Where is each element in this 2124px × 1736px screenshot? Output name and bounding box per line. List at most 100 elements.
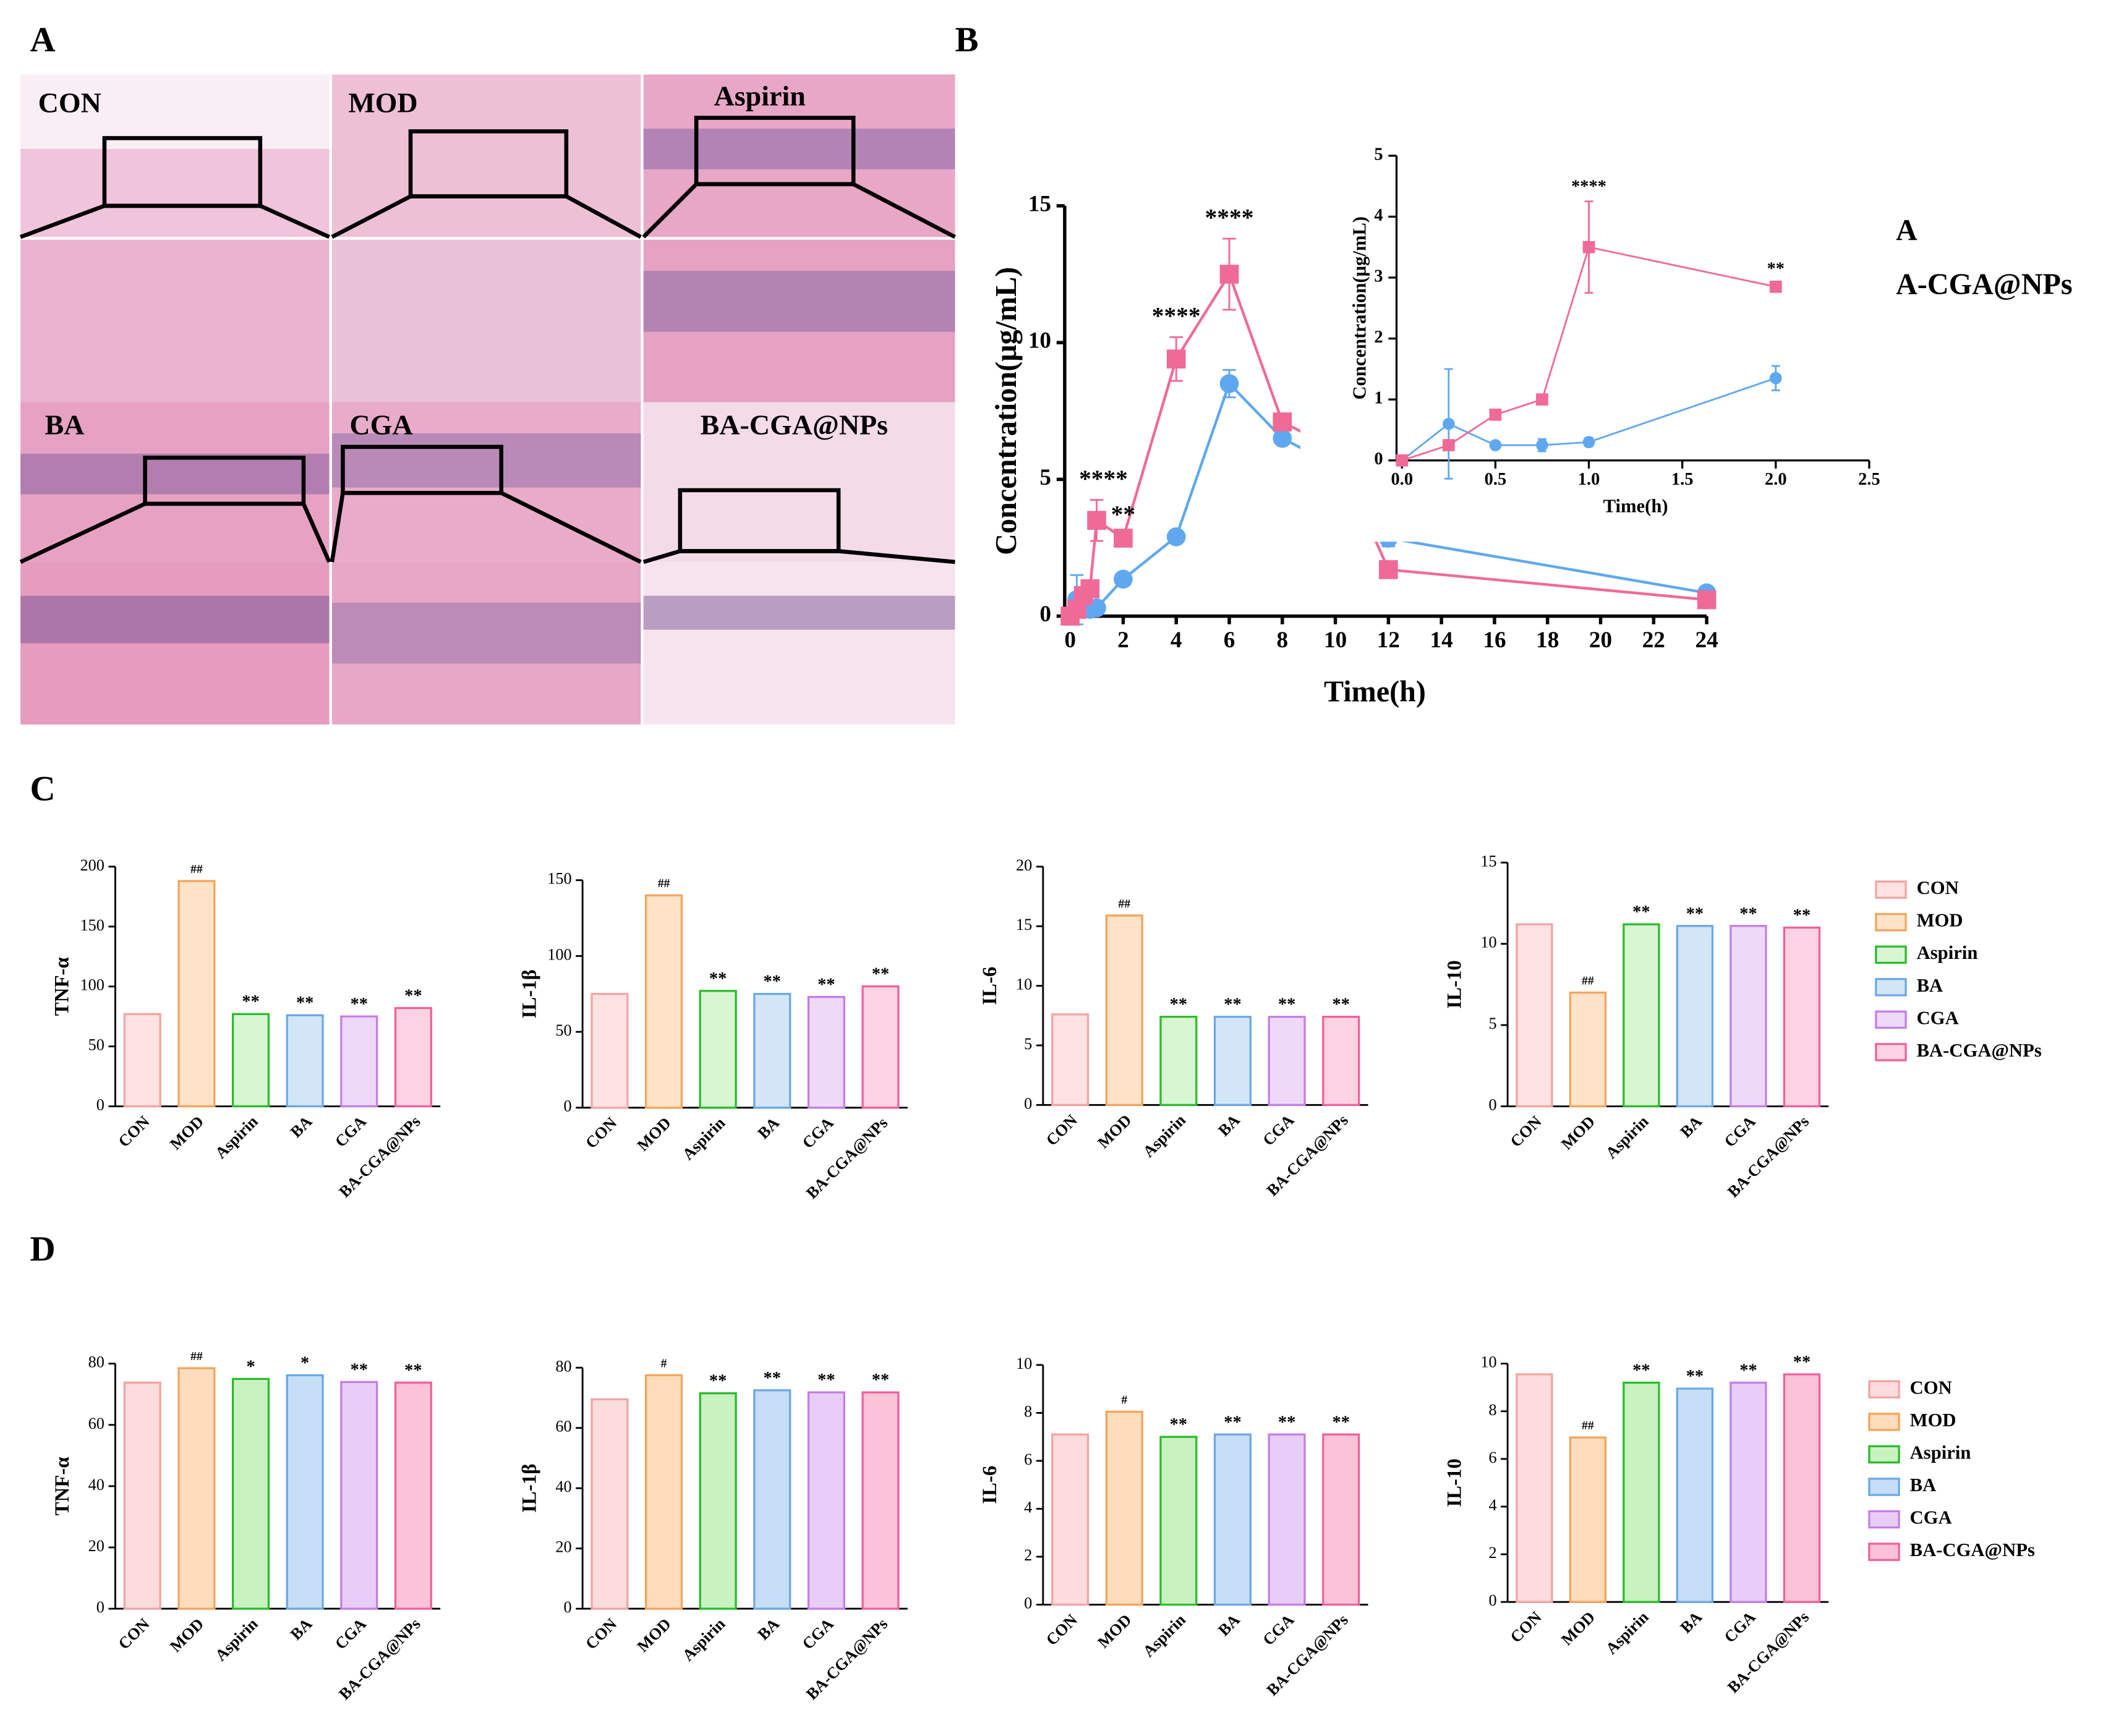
x-tick-label: 18: [1536, 628, 1559, 653]
histology-label: BA: [45, 409, 85, 441]
significance: ****: [1079, 465, 1128, 492]
tile: [643, 129, 955, 169]
significance: **: [817, 1371, 835, 1390]
bar: [1213, 1433, 1252, 1606]
bar: [1623, 1381, 1660, 1603]
bar: [1623, 923, 1660, 1108]
significance: **: [1632, 1361, 1650, 1381]
y-tick-label: 8: [1488, 1401, 1496, 1419]
tile: [331, 561, 641, 725]
x-tick-label: 14: [1430, 628, 1453, 653]
bar: [1051, 1433, 1090, 1606]
y-tick-label: 40: [88, 1476, 104, 1494]
x-tick-label: 2.0: [1765, 470, 1787, 489]
x-tick-label: 12: [1377, 628, 1400, 653]
x-tick-label: 16: [1483, 628, 1506, 653]
marker: [1087, 511, 1106, 530]
bar: [861, 1391, 900, 1610]
bar: [1268, 1016, 1306, 1106]
y-tick-label: 15: [1016, 916, 1032, 934]
bar: [231, 1013, 270, 1108]
histology-label: Aspirin: [714, 80, 806, 111]
tile: [331, 433, 641, 488]
tile: [643, 271, 955, 332]
significance: ##: [190, 1350, 203, 1363]
x-tick-label: 1.0: [1578, 470, 1600, 489]
bar: [394, 1381, 432, 1610]
legend-swatch: [1875, 1043, 1907, 1062]
significance: **: [1278, 995, 1295, 1015]
legend-label: CGA: [1910, 1507, 1952, 1528]
marker: [1396, 454, 1409, 467]
bar: [123, 1013, 161, 1108]
y-axis-label: IL-1β: [518, 969, 540, 1018]
significance: **: [709, 969, 727, 989]
y-axis-label: IL-10: [1443, 960, 1465, 1008]
y-tick-label: 2: [1488, 1544, 1496, 1562]
y-tick-label: 5: [1039, 465, 1051, 490]
legend-swatch: [1868, 1413, 1900, 1431]
marker: [1697, 590, 1717, 610]
bar: [1569, 1436, 1607, 1603]
y-tick-label: 10: [1028, 328, 1051, 354]
significance: **: [1686, 1367, 1704, 1386]
histology-label: BA-CGA@NPs: [701, 409, 888, 441]
zoom-line: [19, 203, 330, 239]
bar: [340, 1015, 378, 1108]
y-axis-label: Concentration(μg/mL): [990, 267, 1023, 555]
y-tick-label: 10: [1480, 1353, 1496, 1371]
significance: **: [764, 1369, 781, 1388]
bar: [1159, 1016, 1198, 1106]
significance: **: [350, 1360, 367, 1379]
y-tick-label: 100: [547, 945, 571, 963]
panel-label: C: [30, 769, 55, 808]
y-tick-label: 1: [1374, 389, 1383, 408]
zoom-line: [331, 194, 642, 239]
legend-label: Aspirin: [1917, 942, 1978, 963]
x-tick-label: 0.5: [1485, 470, 1507, 489]
significance: ****: [1152, 302, 1201, 330]
significance: **: [1767, 260, 1785, 279]
marker: [1219, 265, 1239, 284]
x-tick-label: 2: [1117, 628, 1129, 653]
y-axis-label: IL-1β: [518, 1463, 540, 1512]
bar: [1105, 1410, 1143, 1606]
significance: **: [1739, 904, 1757, 924]
y-tick-label: 50: [555, 1021, 571, 1039]
legend-label: BA: [1917, 975, 1943, 996]
y-tick-label: 5: [1488, 1015, 1496, 1032]
legend-label: BA: [1910, 1474, 1937, 1496]
y-tick-label: 50: [88, 1036, 104, 1054]
y-tick-label: 20: [555, 1538, 571, 1556]
bar: [1516, 923, 1553, 1108]
panel-label: D: [30, 1230, 55, 1269]
y-tick-label: 0: [1488, 1591, 1496, 1609]
histology-tiles: [20, 74, 955, 725]
tile: [331, 602, 641, 664]
legend-label: CGA: [1917, 1007, 1959, 1028]
bar: [1783, 1373, 1821, 1603]
significance: ##: [658, 877, 670, 890]
bar: [1159, 1436, 1198, 1606]
y-tick-label: 6: [1488, 1449, 1496, 1466]
y-axis-label: TNF-α: [51, 1457, 74, 1515]
y-tick-label: 10: [1480, 934, 1496, 951]
significance: **: [242, 992, 259, 1011]
marker: [1114, 569, 1133, 589]
significance: ##: [1582, 1419, 1594, 1432]
marker: [1536, 393, 1548, 406]
series-line: [1401, 377, 1776, 461]
y-tick-label: 60: [555, 1418, 571, 1436]
bar: [231, 1377, 270, 1610]
bar: [1322, 1433, 1360, 1606]
y-tick-label: 0: [1024, 1594, 1032, 1612]
panel-label: A: [30, 20, 55, 59]
significance: **: [1632, 903, 1650, 922]
bar: [123, 1381, 161, 1610]
series-line: [1401, 246, 1776, 462]
tile: [20, 595, 330, 644]
marker: [1442, 439, 1455, 451]
bar: [1676, 1387, 1714, 1603]
tile: [643, 561, 955, 725]
